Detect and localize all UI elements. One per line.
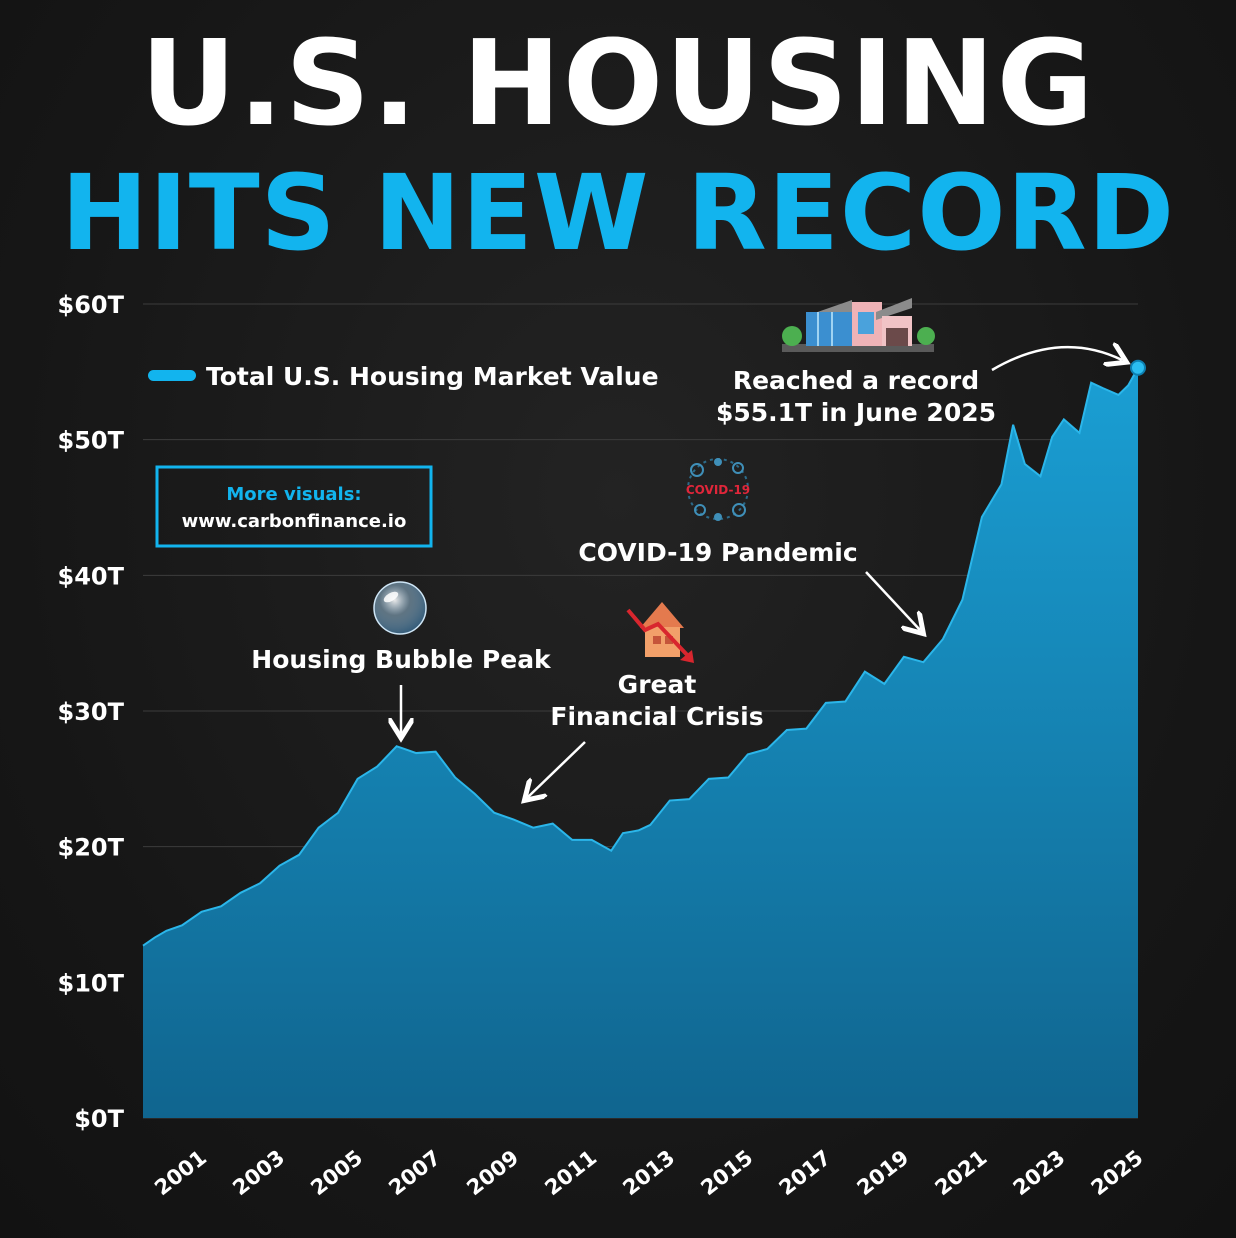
arrow-covid <box>865 571 920 630</box>
promo-box-border <box>155 465 433 548</box>
promo-box[interactable]: More visuals: www.carbonfinance.io <box>155 465 433 548</box>
annotation-record-line-2: $55.1T in June 2025 <box>716 398 996 427</box>
arrow-gfc <box>528 741 586 797</box>
area-series-top-edge <box>142 367 1139 947</box>
x-tick-label: 2003 <box>228 1145 289 1200</box>
annotation-record-line-1: Reached a record <box>733 366 979 395</box>
y-tick-label: $60T <box>58 291 125 319</box>
x-tick-label: 2007 <box>384 1145 445 1200</box>
falling-house-icon <box>626 602 694 663</box>
title-line-1: U.S. HOUSING <box>140 14 1096 152</box>
x-tick-label: 2013 <box>618 1145 679 1200</box>
covid-badge-text: COVID-19 <box>686 483 750 497</box>
annotation-gfc-line-2: Financial Crisis <box>550 702 763 731</box>
x-tick-label: 2009 <box>462 1145 523 1200</box>
annotation-gfc-line-1: Great <box>618 670 697 699</box>
promo-box-title: More visuals: <box>226 484 361 505</box>
x-tick-label: 2005 <box>306 1145 367 1200</box>
x-tick-label: 2021 <box>931 1145 992 1200</box>
x-tick-label: 2019 <box>853 1145 914 1200</box>
y-axis-tick-labels: $0T $10T $20T $30T $40T $50T $60T <box>58 291 125 1133</box>
arrow-record <box>991 347 1122 372</box>
x-tick-label: 2011 <box>540 1145 601 1200</box>
record-end-point <box>1130 359 1146 376</box>
title-line-2: HITS NEW RECORD <box>60 152 1176 274</box>
x-axis-tick-labels: 2001 2003 2005 2007 2009 2011 2013 2015 2017 2019… <box>150 1145 1147 1200</box>
annotation-bubble-peak: Housing Bubble Peak <box>251 645 552 674</box>
annotation-covid: COVID-19 Pandemic <box>578 538 857 567</box>
x-tick-label: 2023 <box>1009 1145 1070 1200</box>
legend: Total U.S. Housing Market Value <box>148 362 659 391</box>
virus-icon: COVID-19 <box>686 458 750 521</box>
legend-label: Total U.S. Housing Market Value <box>206 362 659 391</box>
y-tick-label: $40T <box>58 562 125 590</box>
promo-box-url[interactable]: www.carbonfinance.io <box>182 511 407 532</box>
x-tick-label: 2001 <box>150 1145 211 1200</box>
x-tick-label: 2015 <box>696 1145 757 1200</box>
y-tick-label: $10T <box>58 969 125 997</box>
y-tick-label: $30T <box>58 698 125 726</box>
x-tick-label: 2017 <box>775 1145 836 1200</box>
modern-house-icon <box>782 298 935 352</box>
y-tick-label: $50T <box>58 427 125 455</box>
area-series-total-housing-value <box>143 367 1138 1119</box>
legend-swatch <box>148 370 196 381</box>
x-tick-label: 2025 <box>1087 1145 1148 1200</box>
soap-bubble-icon <box>373 581 427 635</box>
y-tick-label: $0T <box>74 1105 124 1133</box>
y-tick-label: $20T <box>58 834 125 862</box>
